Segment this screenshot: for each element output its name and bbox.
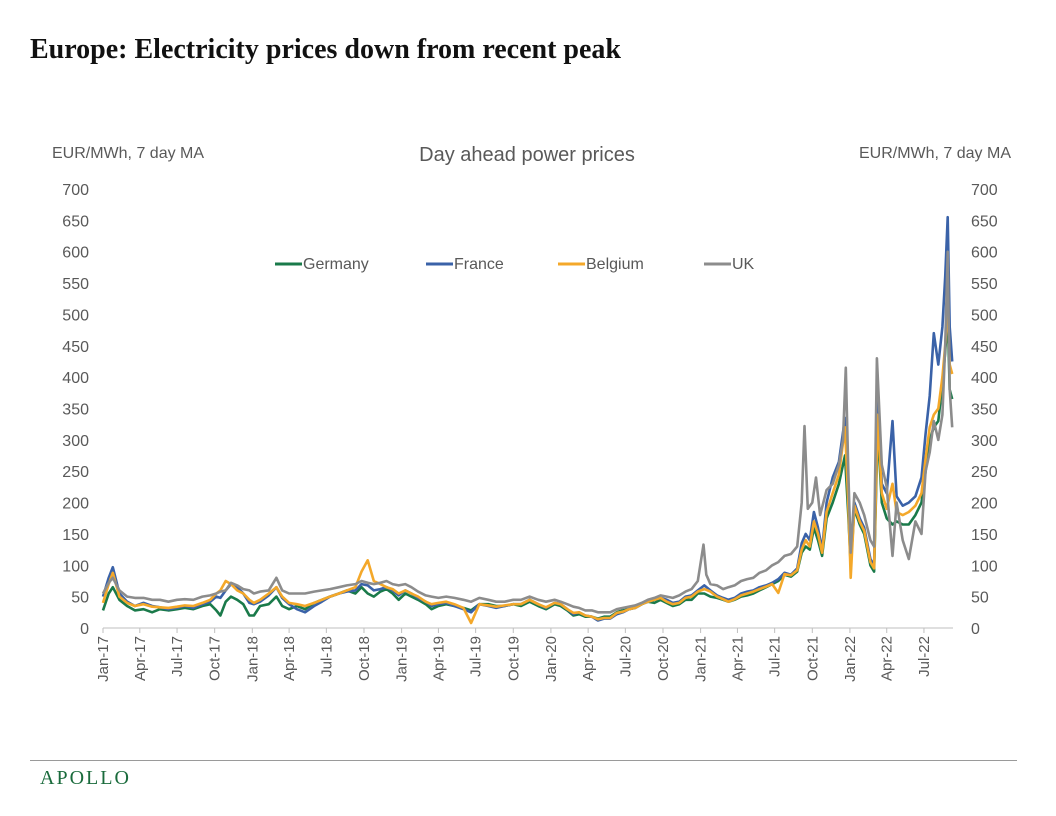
x-tick-label: Jan-21 bbox=[693, 636, 710, 682]
x-tick-label: Jul-18 bbox=[318, 636, 335, 677]
y-tick-label-right: 0 bbox=[971, 621, 980, 638]
legend: Germany France Belgium UK bbox=[275, 256, 755, 273]
y-tick-label-left: 500 bbox=[62, 307, 89, 324]
series-line-france bbox=[101, 215, 954, 622]
x-tick-label: Apr-18 bbox=[281, 636, 298, 681]
y-tick-label-right: 500 bbox=[971, 307, 998, 324]
x-tick-label: Jul-21 bbox=[767, 636, 784, 677]
x-tick-label: Jan-20 bbox=[543, 636, 560, 682]
y-axis-label-left: EUR/MWh, 7 day MA bbox=[52, 145, 204, 162]
x-tick-label: Jan-18 bbox=[244, 636, 261, 682]
y-tick-label-left: 200 bbox=[62, 496, 89, 513]
y-tick-label-right: 400 bbox=[971, 370, 998, 387]
x-tick-label: Oct-18 bbox=[356, 636, 373, 681]
power-price-chart: Day ahead power prices EUR/MWh, 7 day MA… bbox=[52, 144, 1011, 682]
y-axis-left: 0 50 100 150 200 250 300 350 400 450 500 550 600 650 7… bbox=[62, 182, 89, 638]
legend-label-uk: UK bbox=[732, 256, 755, 273]
y-tick-label-right: 200 bbox=[971, 496, 998, 513]
y-tick-label-left: 450 bbox=[62, 339, 89, 356]
y-tick-label-left: 350 bbox=[62, 402, 89, 419]
chart-title: Day ahead power prices bbox=[419, 144, 635, 166]
y-tick-label-right: 650 bbox=[971, 213, 998, 230]
legend-label-belgium: Belgium bbox=[586, 256, 644, 273]
footer-divider bbox=[30, 760, 1017, 761]
x-tick-label: Oct-17 bbox=[207, 636, 224, 681]
y-tick-label-right: 700 bbox=[971, 182, 998, 199]
x-tick-label: Apr-20 bbox=[580, 636, 597, 681]
y-tick-label-left: 400 bbox=[62, 370, 89, 387]
y-tick-label-left: 700 bbox=[62, 182, 89, 199]
series-lines bbox=[101, 215, 954, 625]
y-tick-label-right: 350 bbox=[971, 402, 998, 419]
x-tick-label: Jul-19 bbox=[468, 636, 485, 677]
x-tick-label: Jul-17 bbox=[169, 636, 186, 677]
y-tick-label-right: 50 bbox=[971, 590, 989, 607]
x-tick-label: Apr-22 bbox=[879, 636, 896, 681]
x-tick-label: Oct-19 bbox=[505, 636, 522, 681]
x-tick-label: Apr-19 bbox=[430, 636, 447, 681]
series-line-belgium bbox=[101, 300, 954, 625]
brand-logo: APOLLO bbox=[40, 767, 131, 789]
y-tick-label-left: 100 bbox=[62, 558, 89, 575]
series-line-uk bbox=[101, 250, 954, 614]
y-tick-label-right: 250 bbox=[971, 464, 998, 481]
x-tick-labels: Jan-17 Apr-17 Jul-17 Oct-17 Jan-18 Apr-18 Jul-… bbox=[95, 628, 933, 682]
y-tick-label-left: 650 bbox=[62, 213, 89, 230]
y-tick-label-right: 300 bbox=[971, 433, 998, 450]
x-tick-label: Jul-20 bbox=[617, 636, 634, 677]
y-axis-right: 0 50 100 150 200 250 300 350 400 450 500 550 600 650 7… bbox=[971, 182, 998, 638]
y-tick-label-right: 450 bbox=[971, 339, 998, 356]
legend-label-germany: Germany bbox=[303, 256, 369, 273]
x-tick-label: Jul-22 bbox=[916, 636, 933, 677]
y-tick-label-right: 150 bbox=[971, 527, 998, 544]
y-tick-label-left: 600 bbox=[62, 245, 89, 262]
y-tick-label-right: 100 bbox=[971, 558, 998, 575]
y-tick-label-left: 300 bbox=[62, 433, 89, 450]
x-tick-label: Jan-17 bbox=[95, 636, 112, 682]
x-tick-label: Oct-20 bbox=[655, 636, 672, 681]
y-tick-label-right: 600 bbox=[971, 245, 998, 262]
x-tick-label: Jan-19 bbox=[394, 636, 411, 682]
x-tick-label: Jan-22 bbox=[842, 636, 859, 682]
x-tick-label: Apr-21 bbox=[729, 636, 746, 681]
series-line-germany bbox=[101, 313, 954, 620]
y-axis-label-right: EUR/MWh, 7 day MA bbox=[859, 145, 1011, 162]
x-tick-label: Apr-17 bbox=[132, 636, 149, 681]
y-tick-label-left: 550 bbox=[62, 276, 89, 293]
y-tick-label-right: 550 bbox=[971, 276, 998, 293]
x-tick-label: Oct-21 bbox=[804, 636, 821, 681]
legend-label-france: France bbox=[454, 256, 504, 273]
y-tick-label-left: 0 bbox=[80, 621, 89, 638]
page-title: Europe: Electricity prices down from rec… bbox=[30, 34, 622, 65]
y-tick-label-left: 50 bbox=[71, 590, 89, 607]
y-tick-label-left: 250 bbox=[62, 464, 89, 481]
y-tick-label-left: 150 bbox=[62, 527, 89, 544]
